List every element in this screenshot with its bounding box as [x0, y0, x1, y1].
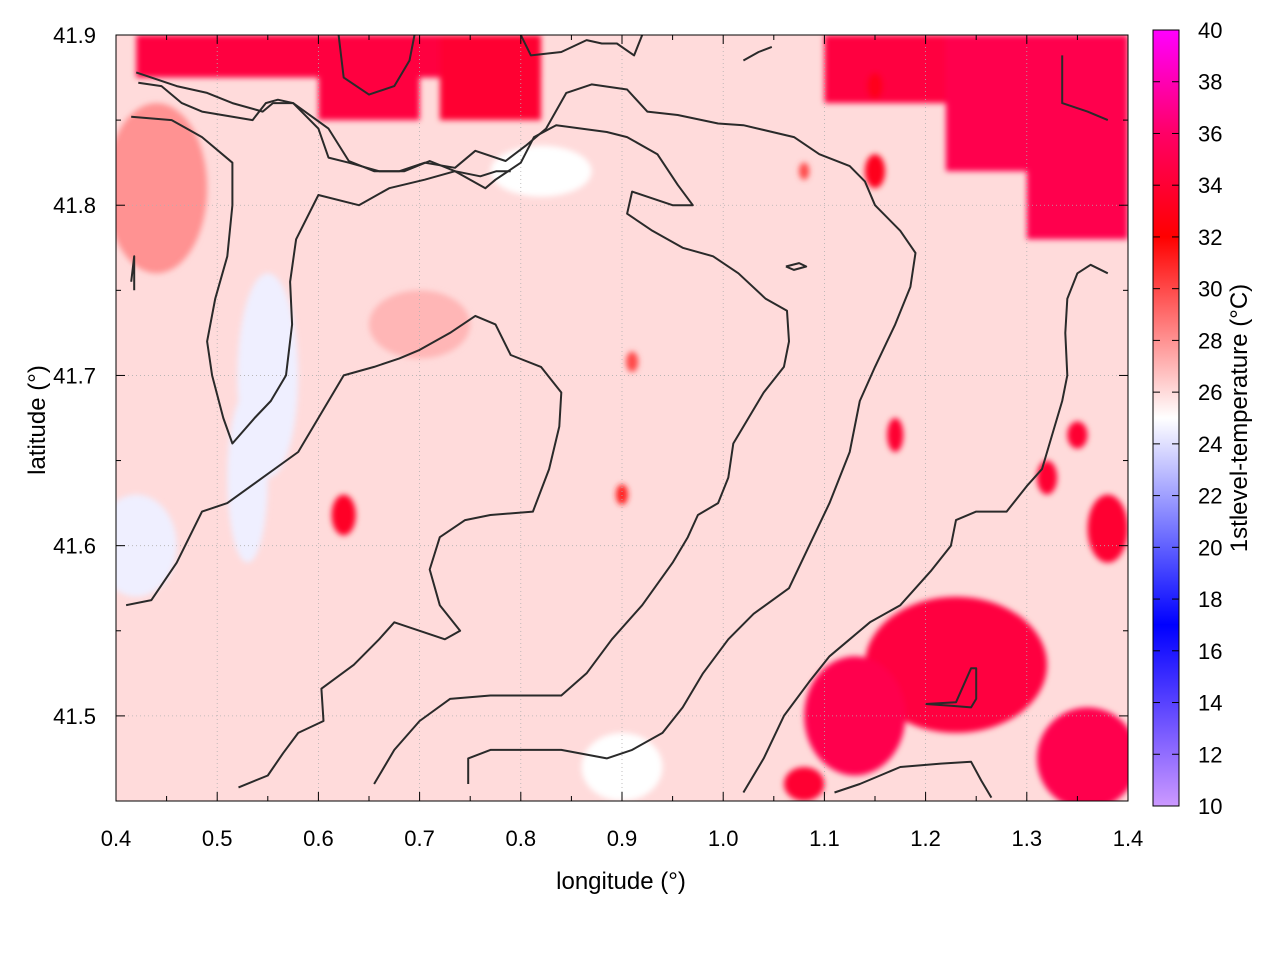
x-tick-labels: 0.4 0.5 0.6 0.7 0.8 0.9 1.0 1.1 1.2 1.3 1.4	[101, 826, 1144, 851]
axis-ticks	[115, 34, 1129, 802]
colorbar-tick-label: 26	[1198, 380, 1222, 405]
colorbar-tick-label: 20	[1198, 535, 1222, 560]
heat-region	[887, 418, 904, 453]
x-tick-label: 1.4	[1113, 826, 1144, 851]
heat-region	[626, 351, 639, 373]
colorbar-tick-label: 38	[1198, 70, 1222, 95]
colorbar-ticks	[1153, 29, 1179, 807]
x-tick-label: 1.3	[1012, 826, 1043, 851]
x-tick-label: 1.1	[809, 826, 840, 851]
x-tick-label: 0.6	[303, 826, 334, 851]
heat-region	[866, 72, 884, 100]
colorbar-tick-label: 40	[1198, 18, 1222, 43]
heat-region	[1026, 103, 1128, 240]
colorbar-tick-label: 16	[1198, 639, 1222, 664]
heat-region	[864, 154, 886, 189]
x-tick-label: 0.5	[202, 826, 233, 851]
x-tick-label: 0.8	[506, 826, 537, 851]
colorbar-tick-label: 28	[1198, 328, 1222, 353]
contour-line	[785, 262, 808, 271]
heat-region	[369, 290, 471, 359]
y-tick-label: 41.7	[53, 363, 96, 388]
heat-region	[1036, 707, 1128, 801]
colorbar-tick-label: 18	[1198, 587, 1222, 612]
heat-region	[1036, 460, 1058, 495]
heat-region	[1067, 421, 1088, 449]
y-tick-label: 41.6	[53, 534, 96, 559]
y-tick-label: 41.8	[53, 193, 96, 218]
colorbar-title: 1stlevel-temperature (°C)	[1226, 284, 1253, 552]
heat-region	[490, 145, 592, 197]
colorbar-tick-label: 12	[1198, 742, 1222, 767]
heat-region	[331, 494, 356, 536]
y-tick-label: 41.5	[53, 704, 96, 729]
colorbar-tick-label: 10	[1198, 794, 1222, 819]
y-tick-labels: 41.5 41.6 41.7 41.8 41.9	[53, 23, 96, 729]
contour-line	[834, 760, 993, 799]
heat-region	[237, 273, 299, 478]
x-tick-label: 1.2	[910, 826, 941, 851]
contour-line	[138, 81, 511, 178]
heat-region	[116, 494, 177, 597]
contour-line	[125, 314, 563, 789]
contour-line	[1061, 55, 1109, 122]
contour-line	[742, 263, 1109, 794]
temperature-field	[116, 35, 1128, 801]
heat-region	[439, 35, 542, 121]
contour-line	[130, 255, 136, 291]
colorbar-tick-label: 22	[1198, 484, 1222, 509]
x-tick-label: 0.7	[404, 826, 435, 851]
colorbar-tick-label: 30	[1198, 277, 1222, 302]
x-tick-label: 1.0	[708, 826, 739, 851]
colorbar	[1152, 29, 1180, 807]
colorbar-tick-label: 34	[1198, 173, 1222, 198]
heat-region	[799, 162, 810, 180]
x-axis-title: longitude (°)	[556, 868, 686, 895]
heat-region	[864, 596, 1048, 733]
colorbar-tick-label: 14	[1198, 691, 1222, 716]
contour-line	[337, 35, 416, 96]
x-tick-label: 0.9	[607, 826, 638, 851]
colorbar-tick-labels: 10 12 14 16 18 20 22 24 26 28 30 32 34 36 38 40	[1198, 18, 1222, 819]
colorbar-tick-label: 36	[1198, 121, 1222, 146]
heat-region	[1087, 494, 1128, 563]
heat-region	[804, 656, 906, 776]
heat-region	[581, 732, 663, 801]
y-tick-label: 41.9	[53, 23, 96, 48]
colorbar-tick-label: 32	[1198, 225, 1222, 250]
contour-line	[131, 115, 790, 785]
heat-region	[116, 103, 208, 274]
heat-region	[615, 484, 629, 505]
contour-lines	[125, 35, 1109, 799]
contour-line	[519, 35, 644, 57]
heat-region	[318, 35, 420, 121]
contour-line	[742, 45, 773, 62]
contour-line	[925, 667, 978, 709]
y-axis-title: latitude (°)	[24, 365, 51, 475]
grid-lines	[116, 35, 1128, 801]
colorbar-tick-label: 24	[1198, 432, 1222, 457]
heat-region	[783, 766, 825, 801]
x-tick-label: 0.4	[101, 826, 132, 851]
